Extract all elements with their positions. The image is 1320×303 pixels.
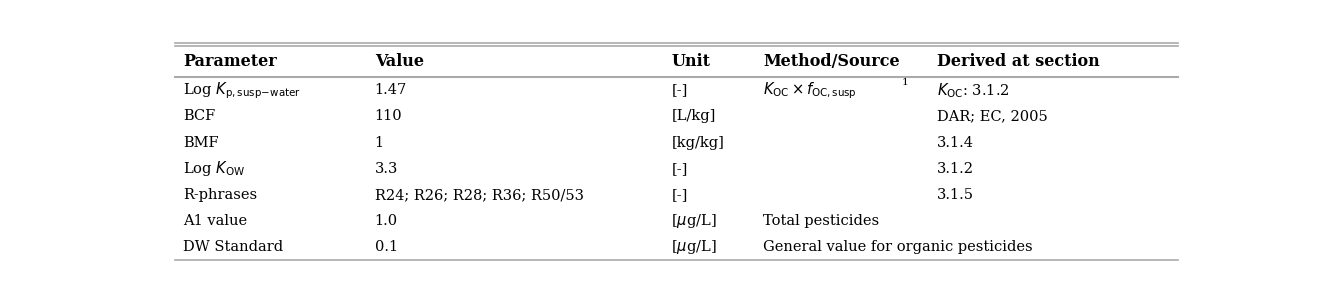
Text: Parameter: Parameter — [183, 53, 277, 70]
Text: Derived at section: Derived at section — [937, 53, 1100, 70]
Text: $K_{\mathrm{OC}}$: 3.1.2: $K_{\mathrm{OC}}$: 3.1.2 — [937, 81, 1010, 100]
Text: Log $K_{\mathrm{p,susp\!-\!water}}$: Log $K_{\mathrm{p,susp\!-\!water}}$ — [183, 80, 301, 101]
Text: General value for organic pesticides: General value for organic pesticides — [763, 240, 1034, 254]
Text: Log $K_{\mathrm{OW}}$: Log $K_{\mathrm{OW}}$ — [183, 159, 246, 178]
Text: 3.1.2: 3.1.2 — [937, 162, 974, 176]
Text: A1 value: A1 value — [183, 214, 248, 228]
Text: 3.1.5: 3.1.5 — [937, 188, 974, 202]
Text: Value: Value — [375, 53, 424, 70]
Text: BCF: BCF — [183, 109, 215, 123]
Text: [L/kg]: [L/kg] — [672, 109, 715, 123]
Text: Unit: Unit — [672, 53, 710, 70]
Text: 110: 110 — [375, 109, 403, 123]
Text: 1: 1 — [902, 78, 908, 88]
Text: [-]: [-] — [672, 162, 688, 176]
Text: [$\mu$g/L]: [$\mu$g/L] — [672, 212, 717, 230]
Text: Total pesticides: Total pesticides — [763, 214, 879, 228]
Text: 1.47: 1.47 — [375, 83, 407, 97]
Text: R24; R26; R28; R36; R50/53: R24; R26; R28; R36; R50/53 — [375, 188, 583, 202]
Text: R-phrases: R-phrases — [183, 188, 257, 202]
Text: DAR; EC, 2005: DAR; EC, 2005 — [937, 109, 1048, 123]
Text: 0.1: 0.1 — [375, 240, 397, 254]
Text: 1: 1 — [375, 136, 384, 150]
Text: DW Standard: DW Standard — [183, 240, 284, 254]
Text: [$\mu$g/L]: [$\mu$g/L] — [672, 238, 717, 256]
Text: [kg/kg]: [kg/kg] — [672, 136, 725, 150]
Text: 3.1.4: 3.1.4 — [937, 136, 974, 150]
Text: 1.0: 1.0 — [375, 214, 397, 228]
Text: [-]: [-] — [672, 188, 688, 202]
Text: $K_{\mathrm{OC}} \times f_{\mathrm{OC,susp}}$: $K_{\mathrm{OC}} \times f_{\mathrm{OC,su… — [763, 80, 857, 101]
Text: Method/Source: Method/Source — [763, 53, 900, 70]
Text: 3.3: 3.3 — [375, 162, 399, 176]
Text: [-]: [-] — [672, 83, 688, 97]
Text: BMF: BMF — [183, 136, 219, 150]
